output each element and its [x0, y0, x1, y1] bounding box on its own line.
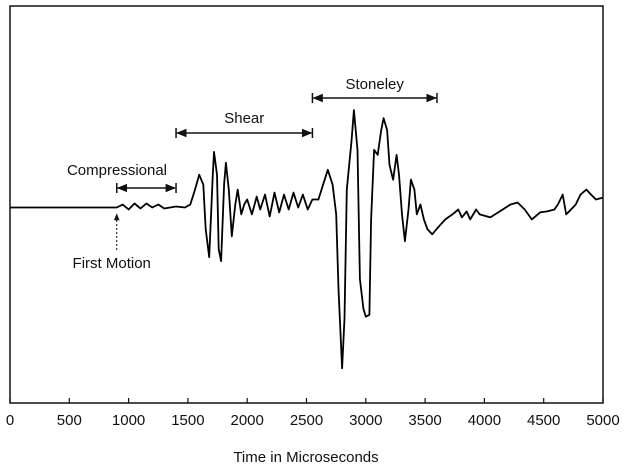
range-label: Stoneley: [346, 76, 405, 93]
marker-label: First Motion: [73, 255, 151, 272]
x-axis-label: Time in Microseconds: [233, 449, 378, 466]
range-label: Compressional: [67, 162, 167, 179]
x-tick-label: 500: [57, 412, 82, 429]
x-tick-label: 4500: [527, 412, 560, 429]
x-tick-label: 5000: [586, 412, 619, 429]
waveform: [10, 109, 604, 370]
x-tick-label: 0: [6, 412, 14, 429]
x-tick-label: 1500: [171, 412, 204, 429]
x-tick-label: 2000: [231, 412, 264, 429]
x-tick-label: 1000: [112, 412, 145, 429]
x-tick-label: 3000: [349, 412, 382, 429]
x-tick-label: 2500: [290, 412, 323, 429]
x-tick-label: 3500: [408, 412, 441, 429]
range-label: Shear: [224, 110, 264, 127]
x-tick-label: 4000: [468, 412, 501, 429]
